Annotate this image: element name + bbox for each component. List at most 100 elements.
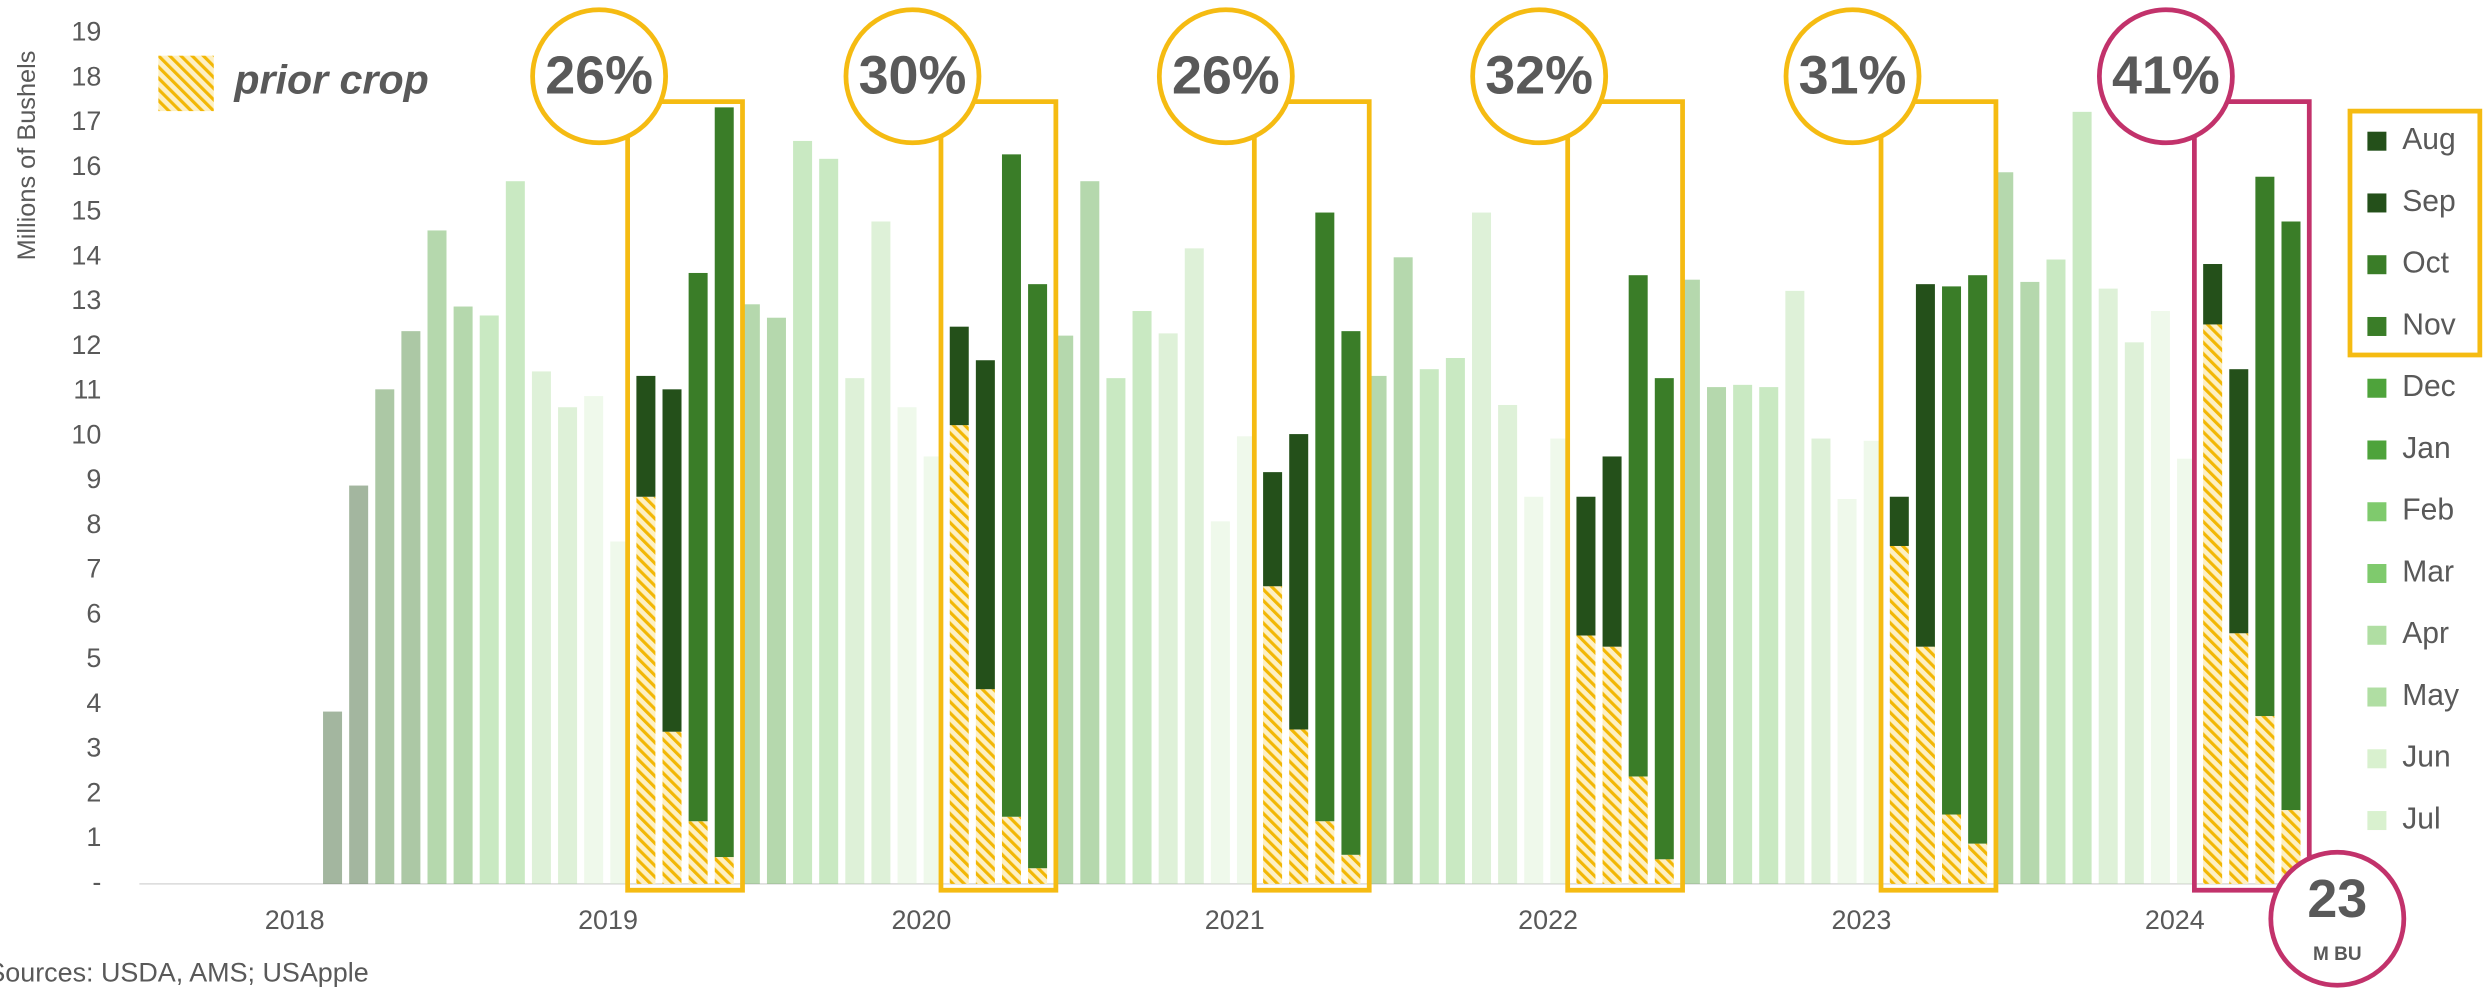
prior-crop-segment bbox=[1942, 814, 1962, 884]
bar bbox=[1863, 440, 1883, 884]
bar bbox=[427, 230, 447, 884]
y-tick-label: 16 bbox=[71, 151, 101, 181]
bar bbox=[897, 407, 917, 884]
bar bbox=[1106, 378, 1126, 884]
bar bbox=[1576, 496, 1596, 636]
bar bbox=[1785, 290, 1805, 884]
bar bbox=[1707, 387, 1727, 884]
bar bbox=[1524, 496, 1544, 884]
y-tick-label: - bbox=[92, 867, 101, 897]
y-tick-label: 5 bbox=[86, 643, 101, 673]
bar bbox=[323, 711, 343, 884]
bar bbox=[1367, 375, 1387, 884]
y-tick-label: 6 bbox=[86, 598, 101, 628]
bar bbox=[1811, 438, 1831, 884]
prior-crop-segment bbox=[1315, 821, 1335, 884]
bar bbox=[1628, 275, 1648, 777]
legend-label: Jun bbox=[2402, 741, 2451, 774]
legend-label: Sep bbox=[2402, 185, 2456, 218]
bar bbox=[1759, 387, 1779, 884]
x-tick-label: 2019 bbox=[578, 905, 638, 935]
x-tick-label: 2018 bbox=[265, 905, 325, 935]
bar bbox=[1498, 404, 1518, 884]
prior-crop-segment bbox=[1915, 646, 1935, 884]
legend-label: Feb bbox=[2402, 494, 2454, 527]
prior-crop-segment bbox=[1628, 776, 1648, 884]
total-unit: M BU bbox=[2313, 944, 2362, 965]
prior-crop-segment bbox=[688, 821, 708, 884]
y-tick-label: 7 bbox=[86, 554, 101, 584]
y-axis-label: Millions of Bushels bbox=[13, 51, 41, 261]
bar bbox=[349, 485, 369, 884]
bar bbox=[975, 360, 995, 690]
bar bbox=[1132, 311, 1152, 884]
bar bbox=[766, 317, 786, 884]
bar bbox=[845, 378, 865, 884]
bar bbox=[1602, 456, 1622, 647]
prior-crop-segment bbox=[975, 689, 995, 884]
bar bbox=[2281, 221, 2301, 811]
bar bbox=[688, 272, 708, 822]
y-tick-label: 4 bbox=[86, 688, 101, 718]
prior-crop-segment bbox=[2255, 716, 2275, 884]
bar bbox=[375, 389, 395, 884]
y-tick-label: 13 bbox=[71, 285, 101, 315]
prior-crop-segment bbox=[2203, 324, 2223, 884]
x-tick-label: 2024 bbox=[2145, 905, 2205, 935]
bar bbox=[1968, 275, 1988, 844]
percent-circle bbox=[843, 7, 982, 146]
bar bbox=[1080, 181, 1100, 884]
legend-swatch bbox=[2367, 687, 2387, 707]
legend-highlight bbox=[2347, 108, 2483, 358]
bar bbox=[949, 326, 969, 426]
legend-swatch bbox=[2367, 316, 2387, 336]
bar bbox=[1184, 248, 1204, 884]
bar bbox=[1001, 154, 1021, 817]
legend-swatch bbox=[2367, 255, 2387, 275]
bar bbox=[1654, 378, 1674, 860]
legend-swatch bbox=[2367, 564, 2387, 584]
bar bbox=[1263, 472, 1283, 587]
y-tick-label: 10 bbox=[71, 419, 101, 449]
x-tick-label: 2021 bbox=[1205, 905, 1265, 935]
x-tick-label: 2022 bbox=[1518, 905, 1578, 935]
legend-swatch bbox=[2367, 131, 2387, 151]
prior-crop-segment bbox=[1028, 868, 1048, 884]
bar bbox=[610, 541, 630, 884]
prior-crop-swatch bbox=[158, 55, 214, 112]
legend-label: Nov bbox=[2402, 308, 2456, 341]
legend-label: Dec bbox=[2402, 370, 2456, 403]
prior-crop-segment bbox=[1602, 646, 1622, 884]
x-tick-label: 2023 bbox=[1832, 905, 1892, 935]
bar bbox=[453, 306, 473, 884]
bar bbox=[1550, 438, 1570, 884]
y-tick-label: 3 bbox=[86, 733, 101, 763]
bar bbox=[1315, 212, 1335, 822]
bar bbox=[1889, 496, 1909, 546]
legend-label: Aug bbox=[2402, 123, 2456, 156]
prior-crop-segment bbox=[1968, 843, 1988, 884]
bar bbox=[1158, 333, 1178, 884]
bar bbox=[479, 315, 499, 884]
y-tick-label: 19 bbox=[71, 17, 101, 47]
bar bbox=[1236, 436, 1256, 884]
bar bbox=[636, 375, 656, 497]
bar bbox=[2098, 288, 2118, 884]
legend-swatch bbox=[2367, 749, 2387, 769]
legend-swatch bbox=[2367, 378, 2387, 398]
bar bbox=[1054, 335, 1074, 884]
percent-circle bbox=[530, 7, 668, 146]
y-tick-label: 8 bbox=[86, 509, 101, 539]
percent-circle bbox=[1470, 7, 1609, 146]
bar bbox=[505, 181, 525, 884]
bar bbox=[1994, 172, 2014, 884]
highlight-box bbox=[1878, 99, 1999, 893]
prior-crop-segment bbox=[1289, 729, 1309, 884]
legend-label: May bbox=[2402, 679, 2459, 712]
percent-label: 31% bbox=[1799, 46, 1907, 106]
bar bbox=[2229, 369, 2249, 634]
bar bbox=[662, 389, 682, 732]
bar bbox=[923, 456, 943, 884]
